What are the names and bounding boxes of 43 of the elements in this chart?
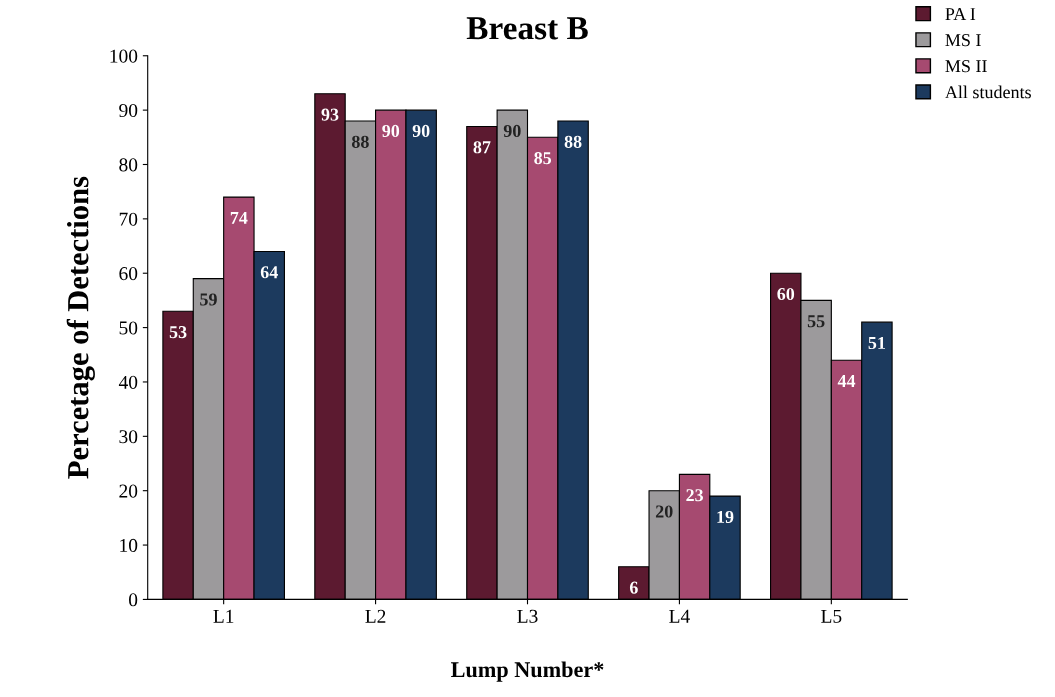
data-label: 90	[503, 124, 521, 138]
y-tick-label: 10	[120, 538, 138, 552]
y-tick-label: 50	[119, 321, 138, 335]
data-label: 19	[717, 510, 734, 524]
y-axis-title: Percetage of Detections	[66, 176, 95, 479]
data-label: 51	[868, 336, 886, 350]
x-tick-label: L5	[821, 609, 842, 623]
data-label: 87	[473, 141, 491, 154]
data-label: 85	[534, 152, 552, 165]
legend-label: MS I	[945, 34, 981, 47]
data-label: 74	[230, 211, 248, 224]
y-tick-label: 20	[119, 484, 138, 498]
data-label: 59	[200, 293, 217, 306]
data-label: 90	[412, 124, 430, 138]
y-tick-label: 0	[129, 593, 138, 607]
data-label: 6	[629, 581, 638, 594]
x-tick-label: L3	[517, 609, 538, 623]
x-tick-label: L2	[365, 609, 386, 623]
y-tick-label: 60	[119, 267, 138, 281]
y-tick-label: 30	[119, 430, 138, 444]
data-label: 90	[382, 124, 400, 138]
data-label: 23	[686, 489, 704, 502]
data-label: 20	[655, 505, 673, 518]
x-tick-label: L4	[669, 609, 690, 623]
legend-label: All students	[945, 85, 1031, 99]
data-label: 88	[351, 135, 369, 148]
y-tick-label: 70	[119, 212, 138, 226]
chart-title: Breast B	[466, 17, 588, 40]
data-label: 55	[807, 315, 825, 328]
data-label: 53	[169, 326, 187, 339]
y-tick-label: 80	[119, 158, 138, 172]
y-tick-label: 40	[118, 375, 138, 389]
data-label: 60	[777, 287, 795, 301]
data-label: 44	[837, 375, 856, 387]
data-label: 88	[564, 135, 582, 148]
x-tick-label: L1	[213, 609, 234, 623]
legend-label: PA I	[945, 8, 976, 20]
data-label: 93	[321, 108, 339, 121]
y-tick-label: 100	[110, 49, 138, 63]
legend-label: MS II	[945, 60, 987, 73]
x-axis-title: Lump Number*	[451, 661, 604, 682]
data-label: 64	[260, 266, 278, 279]
y-tick-label: 90	[119, 103, 138, 118]
